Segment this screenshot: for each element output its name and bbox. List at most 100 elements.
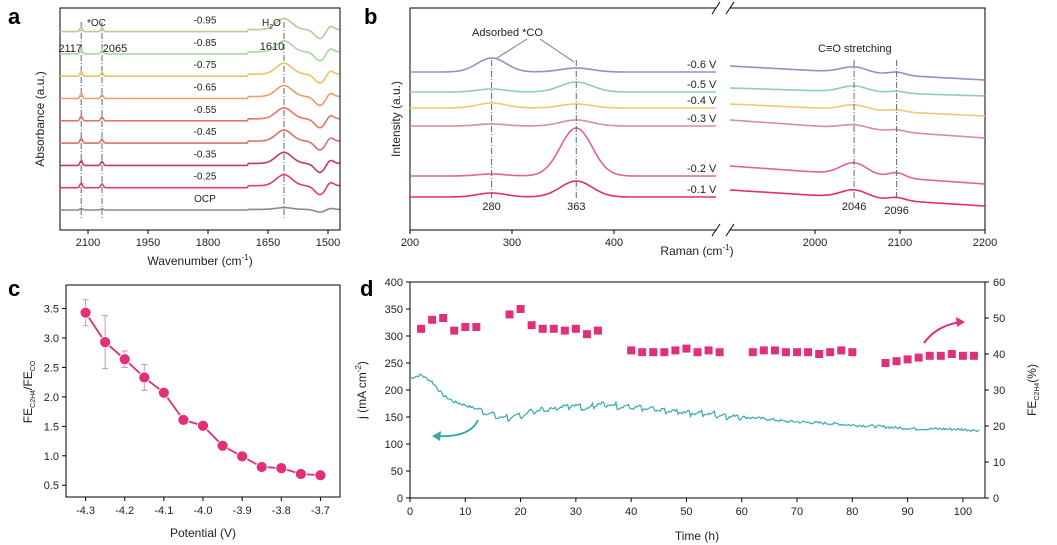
panel-b-series-line-left <box>410 180 716 198</box>
panel-c-point <box>99 336 112 349</box>
panel-c-ytick-label: 3.0 <box>44 333 59 345</box>
panel-d-fe-point <box>505 310 514 319</box>
panel-b-break-mark <box>725 223 735 237</box>
panel-b-ylabel: Intensity (a.u.) <box>389 81 403 157</box>
panel-d-xtick-label: 30 <box>570 506 582 518</box>
panel-d-marks <box>409 305 980 433</box>
panel-b-peak-label: 2046 <box>842 201 866 213</box>
panel-a-ylabel: Absorbance (a.u.) <box>33 71 47 166</box>
panel-c-xtick-label: -4.0 <box>194 505 213 517</box>
panel-d-ylabel-right: FEC2H4(%) <box>1025 364 1041 416</box>
panel-d-fe-point <box>582 330 591 339</box>
panel-d-fe-point <box>671 346 680 355</box>
panel-d-fe-point <box>837 346 846 355</box>
panel-d-xtick-label: 20 <box>514 506 526 518</box>
panel-b-xtick-label: 2200 <box>973 237 997 249</box>
panel-d-ytick-right-label: 60 <box>993 277 1005 289</box>
panel-a-curves <box>60 17 340 218</box>
panel-d-fe-point <box>417 324 426 333</box>
panel-c-xtick-label: -3.9 <box>233 505 252 517</box>
panel-b-xtick-label: 2000 <box>803 237 827 249</box>
panel-d-xtick-label: 0 <box>407 506 413 518</box>
panel-d-xtick-label: 10 <box>459 506 471 518</box>
panel-a-series-label: OCP <box>194 194 216 205</box>
panel-letter-b: b <box>364 4 377 29</box>
panel-d-fe-point <box>693 348 702 357</box>
panel-b-break-mark <box>725 1 735 15</box>
panel-d-ytick-right-label: 10 <box>993 457 1005 469</box>
panel-a-series-label: -0.25 <box>194 172 217 183</box>
panel-b-break-bottom <box>716 223 730 237</box>
panel-d-current-line <box>409 373 980 433</box>
panel-b-series-line-right <box>729 188 986 207</box>
panel-a-peak-label: 2117 <box>58 43 82 55</box>
panel-a-oc-annotation: *OC <box>87 18 106 29</box>
panel-b-series-line-right <box>729 85 986 97</box>
panel-d-fe-point <box>826 348 835 357</box>
panel-b-series-label: -0.6 V <box>687 59 717 71</box>
panel-d-ytick-left-label: 50 <box>391 466 403 478</box>
panel-d-fe-point <box>472 323 481 331</box>
panel-d-ytick-left-label: 100 <box>385 439 403 451</box>
panel-c-xtick-label: -3.7 <box>311 505 330 517</box>
panel-d-xtick-label: 70 <box>791 506 803 518</box>
panel-d-ytick-left-label: 250 <box>385 358 403 370</box>
panel-c-point <box>255 461 268 473</box>
panel-b-labels: -0.6 V -0.5 V -0.4 V -0.3 V -0.2 V -0.1 V 280 3… <box>482 59 908 217</box>
panel-d-fe-point <box>682 344 691 353</box>
panel-d-fe-point <box>461 323 470 331</box>
panel-c-point <box>294 468 307 480</box>
panel-a-series-label: -0.85 <box>194 38 217 49</box>
panel-d-fe-point <box>660 348 669 357</box>
panel-d-fe-point <box>704 346 713 355</box>
panel-d-ytick-left-label: 400 <box>385 277 403 289</box>
panel-d-ytick-right-label: 0 <box>993 493 999 505</box>
panel-c-ytick-label: 1.0 <box>44 451 59 463</box>
panel-c-ytick-label: 3.5 <box>44 304 59 316</box>
panel-a-series-label: -0.55 <box>194 105 217 116</box>
panel-b-series-line-right <box>729 119 986 139</box>
panel-c-point <box>79 306 92 319</box>
panel-a-xtick-label: 1800 <box>196 237 220 249</box>
panel-d-fe-point <box>903 355 912 364</box>
panel-letter-c: c <box>8 276 20 301</box>
panel-c-xtick-label: -4.3 <box>76 505 95 517</box>
panel-d-fe-point <box>549 324 558 333</box>
panel-c-ticks: -4.3 -4.2 -4.1 -4.0 -3.9 -3.8 -3.7 0.5 1.0 1.5 2.0… <box>44 304 330 517</box>
panel-d-fe-point <box>815 350 824 358</box>
panel-d-fe-point <box>914 353 923 362</box>
panel-c-point <box>197 419 209 432</box>
panel-c-xtick-label: -4.1 <box>154 505 173 517</box>
panel-c-point <box>314 469 327 482</box>
panel-d-fe-point <box>516 305 525 313</box>
panel-d-fe-point <box>947 350 956 358</box>
panel-d-fe-point <box>881 359 890 367</box>
panel-d-fe-point <box>627 346 636 355</box>
panel-b-frame <box>409 7 986 231</box>
panel-d-fe-point <box>781 348 790 357</box>
panel-b-xtick-label: 300 <box>503 237 521 249</box>
panel-b-series-line-left <box>410 57 716 73</box>
panel-b-peak-label: 280 <box>482 201 500 213</box>
panel-d-ytick-left-label: 150 <box>385 412 403 424</box>
panel-c-xtick-label: -3.8 <box>272 505 291 517</box>
panel-d-fe-point <box>527 321 536 330</box>
panel-d-ytick-right-label: 30 <box>993 385 1005 397</box>
panel-b-break-top <box>716 1 730 15</box>
panel-a-series-line <box>60 62 340 84</box>
panel-d-ytick-left-label: 0 <box>397 493 403 505</box>
panel-d-ytick-left-label: 350 <box>385 304 403 316</box>
panel-d-fe-point <box>793 348 802 357</box>
panel-c-marks <box>79 299 327 482</box>
panel-c-ytick-label: 0.5 <box>44 480 59 492</box>
panel-b-adsorbed-annotation: Adsorbed *CO <box>472 27 543 39</box>
panel-d-ytick-right-label: 40 <box>993 349 1005 361</box>
panel-d-fe-point <box>804 348 813 357</box>
panel-a-series-line <box>60 84 340 107</box>
panel-b-xtick-label: 200 <box>401 237 419 249</box>
panel-a-peak-label: 2065 <box>103 43 127 55</box>
panel-a-xlabel: Wavenumber (cm-1) <box>147 253 252 268</box>
panel-a-labels: 2117 2065 1610 -0.95 -0.85 -0.75 -0.65 -0.55 -0.… <box>58 16 284 205</box>
panel-b-xlabel: Raman (cm-1) <box>660 243 733 258</box>
